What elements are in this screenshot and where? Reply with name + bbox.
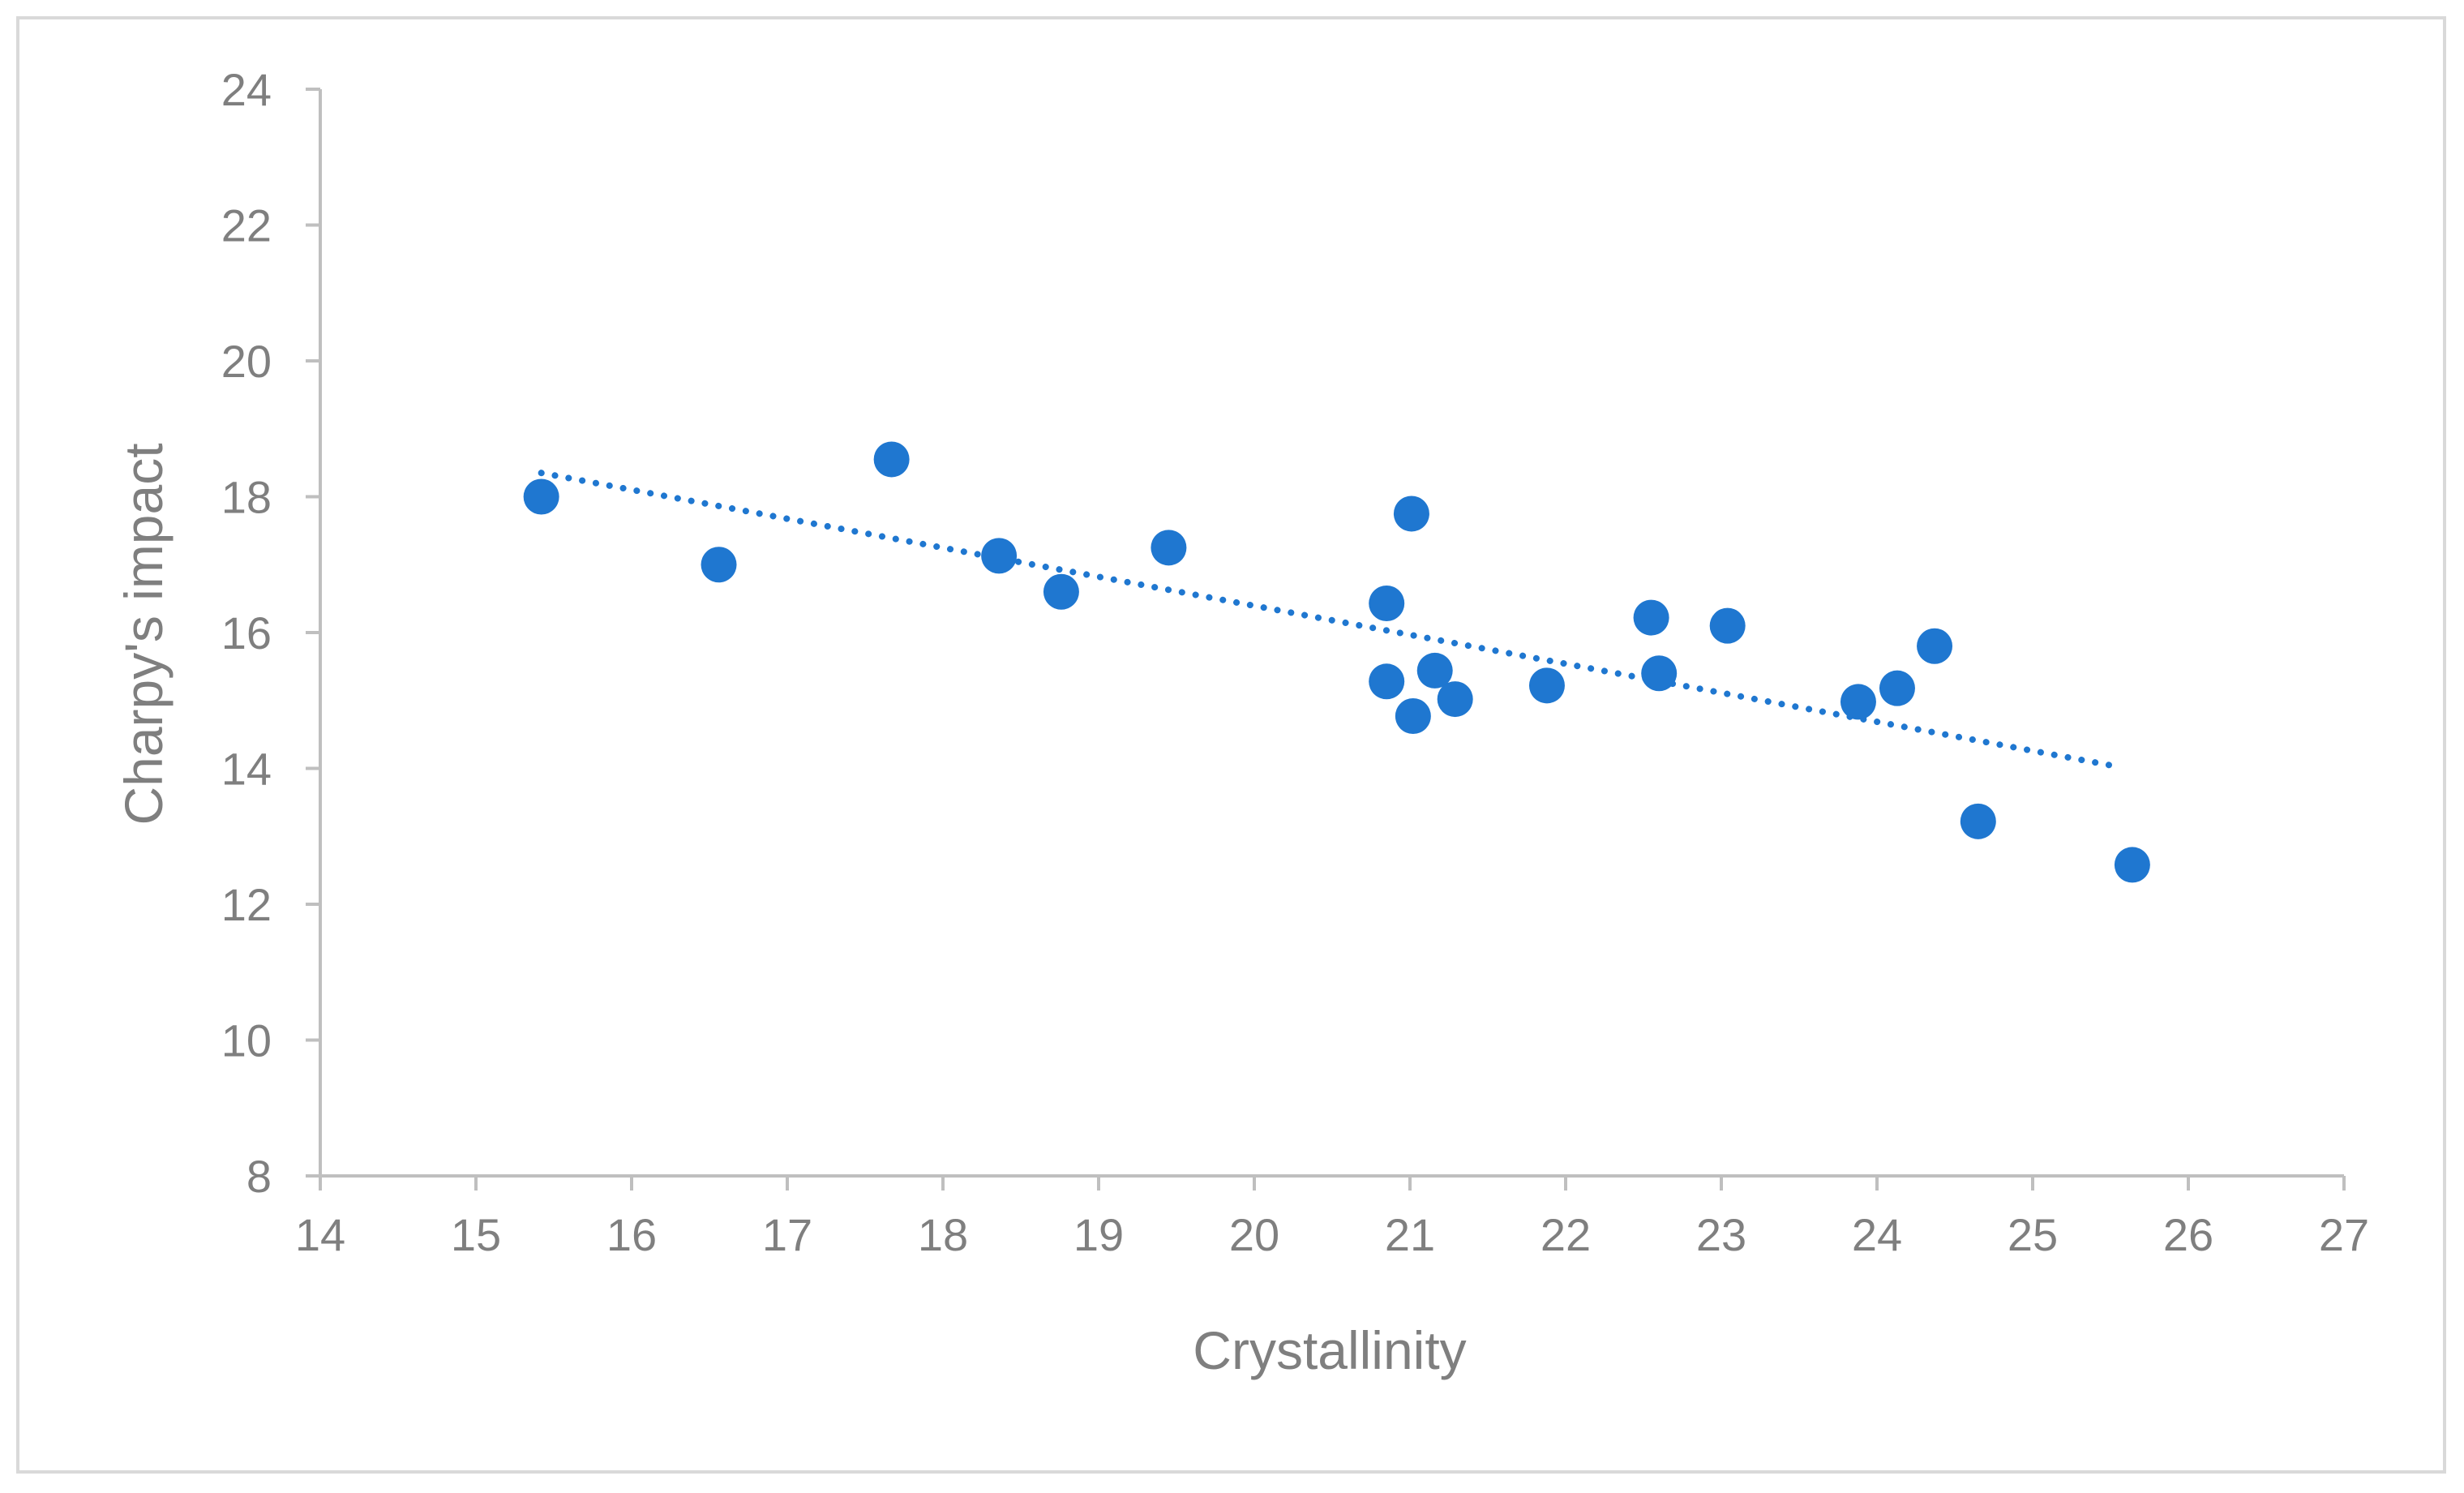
data-point bbox=[1369, 585, 1405, 621]
y-tick-label: 12 bbox=[221, 879, 272, 930]
data-point bbox=[2114, 847, 2150, 883]
data-point bbox=[1393, 496, 1429, 532]
data-point bbox=[1528, 667, 1565, 704]
x-tick-label: 14 bbox=[295, 1209, 345, 1260]
data-point bbox=[1633, 599, 1669, 636]
trendline-path bbox=[538, 470, 2123, 770]
x-tick-label: 15 bbox=[451, 1209, 501, 1260]
y-tick-label: 24 bbox=[221, 64, 272, 115]
data-point bbox=[981, 538, 1018, 574]
data-point bbox=[1960, 803, 1996, 839]
y-tick-label: 10 bbox=[221, 1015, 272, 1066]
y-tick-label: 18 bbox=[221, 472, 272, 523]
data-point bbox=[1641, 655, 1678, 692]
data-point bbox=[1395, 698, 1431, 735]
x-tick-label: 25 bbox=[2008, 1209, 2058, 1260]
y-tick-label: 16 bbox=[221, 607, 272, 659]
x-tick-label: 17 bbox=[762, 1209, 812, 1260]
x-axis-title: Crystallinity bbox=[1193, 1320, 1466, 1380]
x-tick-label: 16 bbox=[606, 1209, 657, 1260]
x-tick-label: 20 bbox=[1229, 1209, 1279, 1260]
x-tick-label: 24 bbox=[1852, 1209, 1902, 1260]
y-tick-label: 8 bbox=[246, 1151, 272, 1202]
y-tick-label: 14 bbox=[221, 744, 272, 795]
x-tick-label: 27 bbox=[2319, 1209, 2369, 1260]
y-tick-label: 20 bbox=[221, 336, 272, 387]
data-point bbox=[1369, 663, 1405, 700]
data-point bbox=[873, 441, 910, 478]
data-point bbox=[701, 547, 737, 583]
x-tick-label: 21 bbox=[1385, 1209, 1435, 1260]
x-tick-label: 26 bbox=[2163, 1209, 2213, 1260]
x-tick-label: 19 bbox=[1073, 1209, 1124, 1260]
axes: 8 10 12 14 16 18 20 22 24 14 15 16 17 18 19 20 21 22 23 24 2… bbox=[221, 64, 2369, 1260]
x-tick-label: 23 bbox=[1696, 1209, 1746, 1260]
data-point bbox=[1709, 607, 1746, 644]
data-point bbox=[1416, 652, 1453, 689]
data-point bbox=[1151, 530, 1187, 566]
chart-frame bbox=[16, 16, 2446, 1474]
data-point bbox=[1840, 684, 1876, 720]
data-point bbox=[1437, 681, 1473, 718]
data-point bbox=[1043, 573, 1079, 610]
y-tick-label: 22 bbox=[221, 200, 272, 251]
x-tick-label: 18 bbox=[918, 1209, 968, 1260]
x-tick-label: 22 bbox=[1541, 1209, 1591, 1260]
trendline bbox=[538, 470, 2123, 770]
data-points bbox=[523, 441, 2150, 883]
data-point bbox=[523, 478, 559, 515]
data-point bbox=[1879, 670, 1915, 706]
y-axis-title: Charpy's impact bbox=[114, 443, 174, 825]
data-point bbox=[1917, 628, 1953, 664]
